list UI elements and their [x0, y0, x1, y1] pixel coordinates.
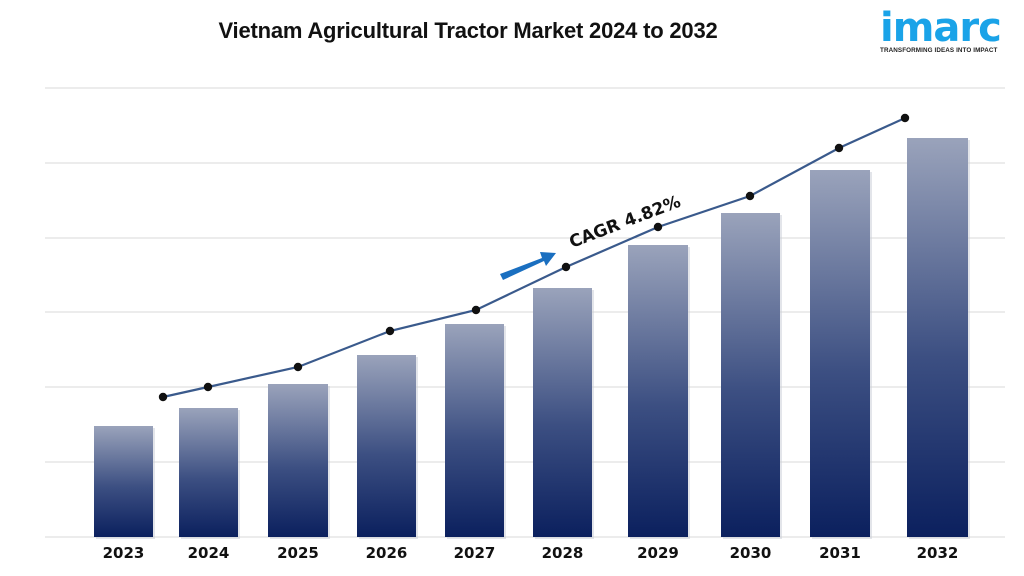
- trend-marker: [385, 326, 395, 336]
- logo-wordmark: imarc: [880, 5, 1002, 51]
- trend-marker: [203, 382, 213, 392]
- trend-marker: [561, 262, 571, 272]
- trend-marker: [745, 191, 755, 201]
- trend-line: [158, 113, 910, 402]
- x-label: 2026: [366, 544, 408, 562]
- trend-marker: [900, 113, 910, 123]
- bar-2024: [179, 408, 238, 537]
- bar-2028: [533, 288, 592, 537]
- bar-2031: [810, 170, 870, 537]
- imarc-logo: imarc TRANSFORMING IDEAS INTO IMPACT: [880, 6, 1006, 54]
- chart-title: Vietnam Agricultural Tractor Market 2024…: [218, 18, 718, 43]
- x-label: 2029: [637, 544, 679, 562]
- x-label: 2031: [819, 544, 861, 562]
- bar-2030: [721, 213, 780, 537]
- x-label: 2032: [917, 544, 959, 562]
- trend-marker: [158, 392, 168, 402]
- trend-marker: [653, 222, 663, 232]
- bar-2027: [445, 324, 504, 537]
- x-label: 2023: [103, 544, 145, 562]
- x-label: 2024: [188, 544, 230, 562]
- arrow-icon: [500, 252, 556, 280]
- trend-marker: [293, 362, 303, 372]
- x-label: 2027: [454, 544, 496, 562]
- bar-2032: [907, 138, 968, 537]
- trend-marker: [471, 305, 481, 315]
- logo-tagline: TRANSFORMING IDEAS INTO IMPACT: [880, 47, 998, 54]
- trend-marker: [834, 143, 844, 153]
- bar-2023: [94, 426, 153, 537]
- bars: [94, 138, 970, 539]
- cagr-label: CAGR 4.82%: [567, 192, 684, 253]
- bar-2029: [628, 245, 688, 537]
- x-label: 2025: [277, 544, 319, 562]
- trend-polyline: [162, 116, 906, 399]
- x-axis-labels: 2023 2024 2025 2026 2027 2028 2029 2030 2031 2032: [103, 544, 959, 562]
- x-label: 2030: [730, 544, 772, 562]
- bar-2025: [268, 384, 328, 537]
- bar-2026: [357, 355, 416, 537]
- x-label: 2028: [542, 544, 584, 562]
